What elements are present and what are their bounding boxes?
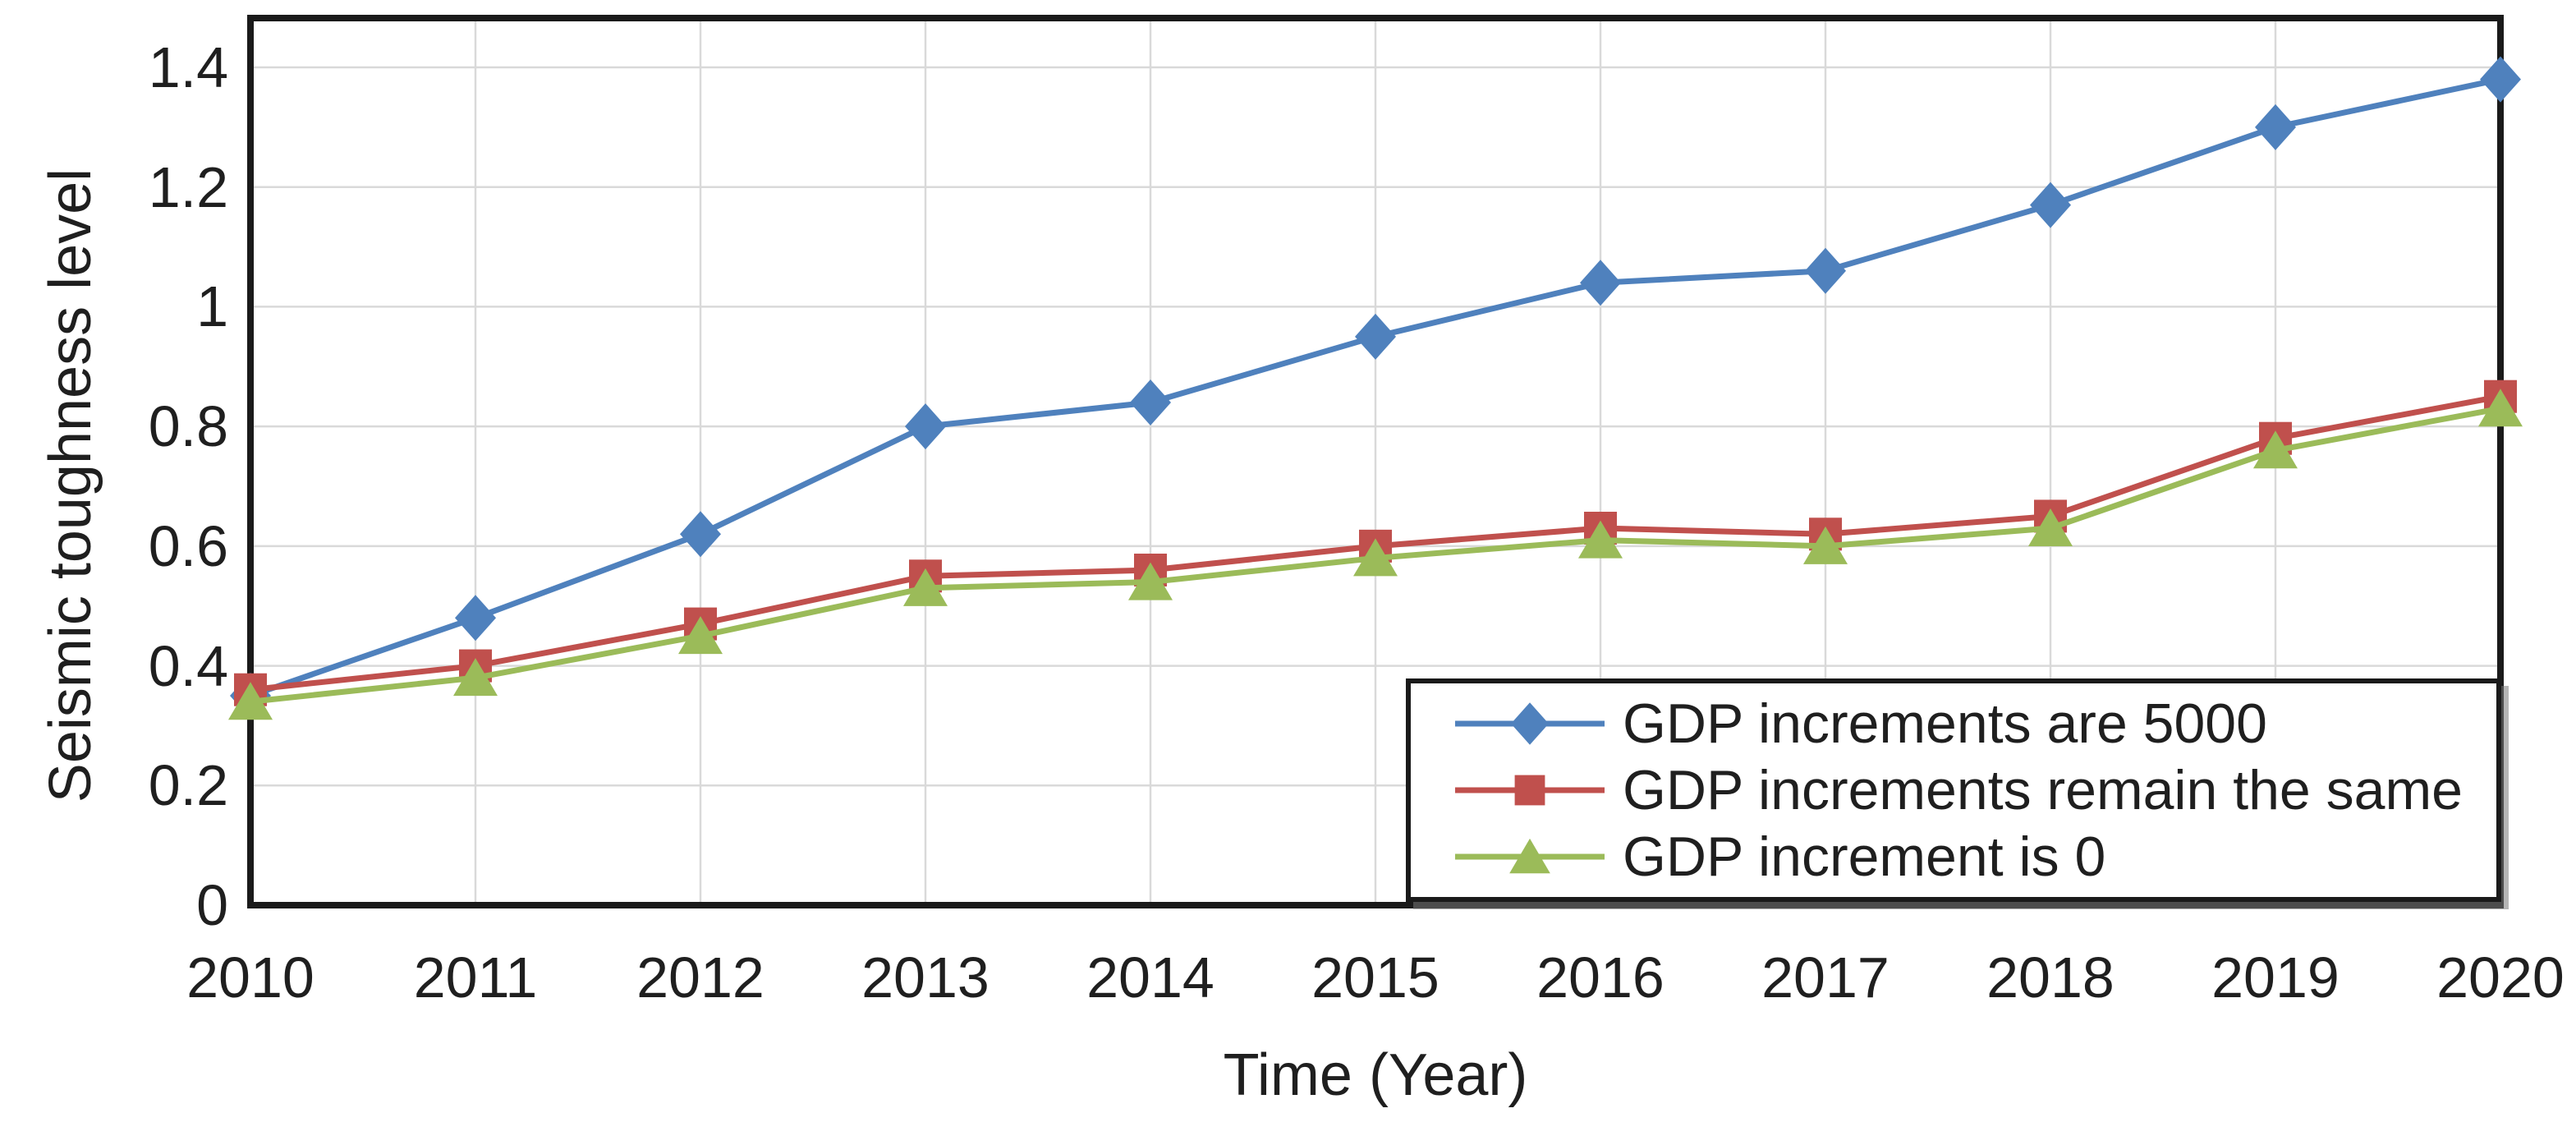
triangle-marker: [1353, 538, 1398, 577]
diamond-marker: [2480, 56, 2521, 103]
y-tick-label: 1.2: [148, 154, 228, 219]
x-tick-label: 2018: [1986, 945, 2115, 1010]
x-tick-label: 2016: [1536, 945, 1665, 1010]
x-tick-label: 2020: [2436, 945, 2565, 1010]
diamond-marker: [1511, 701, 1549, 745]
y-tick-label: 0.2: [148, 753, 228, 818]
x-tick-label: 2014: [1086, 945, 1215, 1010]
diamond-legend-swatch: [1455, 701, 1605, 745]
triangle-marker: [228, 682, 273, 720]
x-tick-label: 2012: [636, 945, 765, 1010]
diamond-marker: [905, 403, 946, 450]
triangle-marker: [1128, 562, 1173, 600]
triangle-marker: [2478, 389, 2523, 427]
triangle-marker: [453, 658, 498, 697]
x-tick-label: 2011: [413, 945, 538, 1010]
diamond-marker: [1580, 260, 1621, 306]
legend-item: GDP increments are 5000: [1452, 692, 2496, 756]
legend-label: GDP increment is 0: [1623, 826, 2106, 889]
y-tick-label: 0.4: [148, 633, 228, 698]
diamond-marker: [455, 595, 496, 642]
x-tick-label: 2017: [1761, 945, 1890, 1010]
triangle-legend-swatch: [1455, 839, 1605, 874]
triangle-marker: [1803, 526, 1848, 564]
plot-border: [247, 15, 2504, 908]
triangle-marker: [1578, 520, 1623, 559]
y-axis-title: Seismic toughness level: [38, 168, 103, 803]
x-tick-label: 2010: [186, 945, 315, 1010]
triangle-marker: [678, 616, 723, 655]
y-tick-label: 0: [196, 873, 228, 937]
x-tick-label: 2013: [861, 945, 990, 1010]
y-tick-label: 1: [196, 274, 228, 339]
legend: GDP increments are 5000 GDP increments re…: [1406, 678, 2501, 902]
triangle-marker: [2028, 508, 2073, 546]
legend-item: GDP increment is 0: [1452, 825, 2496, 889]
legend-label: GDP increments remain the same: [1623, 758, 2463, 821]
triangle-marker: [2253, 430, 2298, 469]
legend-item: GDP increments remain the same: [1452, 758, 2496, 822]
diamond-marker: [1805, 247, 1846, 294]
diamond-marker: [1130, 379, 1171, 425]
x-axis-title: Time (Year): [1223, 1042, 1528, 1108]
x-tick-label: 2015: [1311, 945, 1440, 1010]
x-tick-label: 2019: [2211, 945, 2340, 1010]
y-tick-label: 0.8: [148, 394, 228, 459]
y-tick-label: 1.4: [148, 35, 228, 99]
triangle-marker: [903, 568, 948, 606]
legend-label: GDP increments are 5000: [1623, 692, 2267, 755]
diamond-marker: [1355, 313, 1396, 360]
diamond-marker: [2255, 103, 2296, 150]
y-tick-label: 0.6: [148, 513, 228, 578]
triangle-marker: [1509, 839, 1550, 874]
square-legend-swatch: [1455, 775, 1605, 806]
diamond-marker: [680, 511, 721, 558]
square-marker: [1514, 775, 1545, 806]
diamond-marker: [2030, 182, 2071, 228]
